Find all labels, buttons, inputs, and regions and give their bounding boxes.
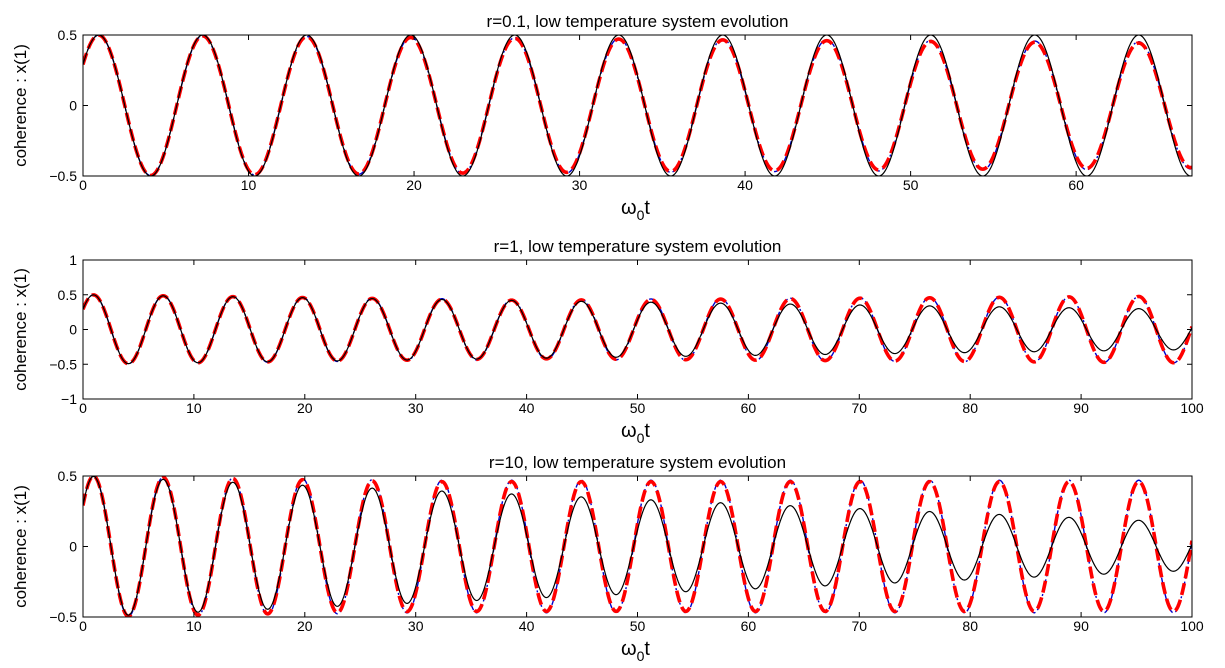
y-tick-label: 0.5 [58,468,78,484]
chart-title: r=10, low temperature system evolution [489,453,786,472]
x-axis-label: ω0t [621,197,650,223]
chart-title: r=0.1, low temperature system evolution [487,12,789,31]
x-tick-label: 60 [741,400,757,416]
x-tick-label: 0 [79,618,87,634]
series-dashdot [83,294,1192,365]
y-tick-label: 1 [69,252,77,268]
series-solid [83,294,1192,365]
x-tick-label: 10 [186,618,202,634]
x-tick-label: 60 [741,618,757,634]
plot-area [83,476,1192,617]
x-tick-label: 70 [852,618,868,634]
y-tick-label: −0.5 [49,356,77,372]
x-tick-label: 80 [962,400,978,416]
x-tick-label: 70 [852,400,868,416]
y-tick-label: −1 [61,391,77,407]
y-tick-label: −0.5 [49,168,77,184]
panel-3: 0 10 20 30 40 50 60 70 80 90 100−0.500.5r=10, low … [11,453,1204,664]
series-solid [83,476,1192,616]
x-tick-label: 20 [297,618,313,634]
y-tick-label: 0.5 [58,27,78,43]
y-axis-label: coherence : x(1) [11,485,30,608]
series-dash [83,476,1192,617]
y-axis-label: coherence : x(1) [11,44,30,167]
y-tick-label: 0 [69,98,77,114]
series-dash [83,293,1192,366]
x-tick-label: 90 [1073,618,1089,634]
x-tick-label: 100 [1180,400,1204,416]
x-tick-label: 50 [630,618,646,634]
x-tick-label: 30 [408,400,424,416]
y-tick-label: 0 [69,539,77,555]
x-tick-label: 50 [630,400,646,416]
x-tick-label: 40 [519,400,535,416]
plot-area [83,293,1192,366]
x-tick-label: 20 [297,400,313,416]
x-tick-label: 90 [1073,400,1089,416]
x-tick-label: 0 [79,400,87,416]
chart-title: r=1, low temperature system evolution [494,237,782,256]
series-dashdot [83,35,1192,176]
y-tick-label: 0.5 [58,287,78,303]
x-tick-label: 50 [903,177,919,193]
x-axis-label: ω0t [621,638,650,664]
y-axis-label: coherence : x(1) [11,268,30,391]
x-tick-label: 0 [79,177,87,193]
y-tick-label: 0 [69,322,77,338]
x-tick-label: 100 [1180,618,1204,634]
axes-frame [82,34,1193,177]
x-tick-label: 10 [186,400,202,416]
x-tick-label: 30 [572,177,588,193]
panel-2: 0 10 20 30 40 50 60 70 80 90 100 −1 −0.5 0 0.5 1 r=1, lo… [11,237,1204,446]
x-tick-label: 40 [519,618,535,634]
plot-area [83,35,1192,176]
axes-frame [82,259,1193,400]
x-axis-label: ω0t [621,420,650,446]
series-dash [83,35,1192,176]
x-tick-label: 60 [1068,177,1084,193]
x-tick-label: 20 [406,177,422,193]
x-tick-label: 80 [962,618,978,634]
x-tick-label: 10 [241,177,257,193]
series-solid [83,35,1192,176]
x-tick-label: 40 [737,177,753,193]
panel-1: 0 10 20 30 40 50 60−0.500.5r=0.1, low temperat… [11,12,1193,223]
y-tick-label: −0.5 [49,609,77,625]
x-tick-label: 30 [408,618,424,634]
